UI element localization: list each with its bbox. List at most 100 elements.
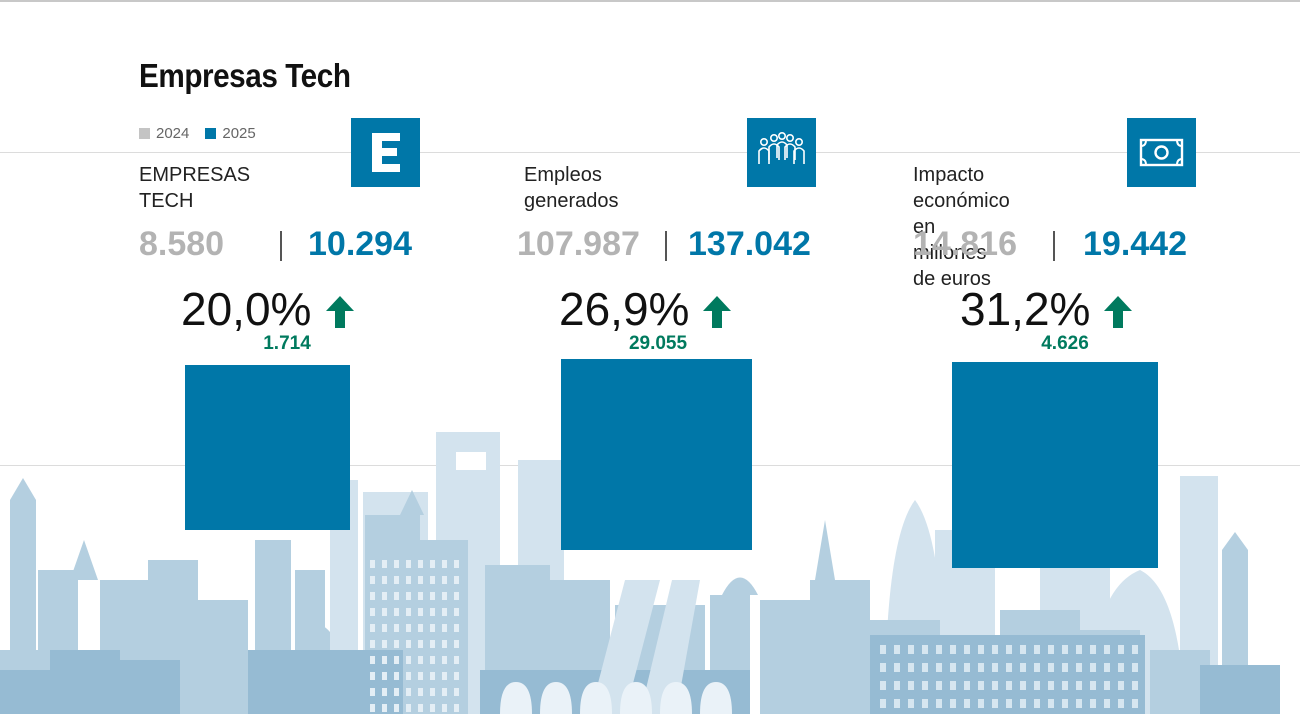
skyline-mid-building-13 xyxy=(760,600,810,714)
skyline-window xyxy=(1062,699,1068,708)
skyline-window xyxy=(454,672,459,680)
skyline-window xyxy=(394,640,399,648)
skyline-window xyxy=(964,645,970,654)
skyline-window xyxy=(880,681,886,690)
skyline-window xyxy=(964,663,970,672)
skyline-mid-building-4 xyxy=(198,600,248,714)
skyline-window xyxy=(430,576,435,584)
skyline-window xyxy=(1118,681,1124,690)
skyline-window xyxy=(394,688,399,696)
skyline-window xyxy=(1062,681,1068,690)
metric-label: Impacto económico en millones de euros xyxy=(913,164,1010,290)
skyline-bridge-arch-0 xyxy=(500,682,532,714)
skyline-window xyxy=(442,688,447,696)
skyline-window xyxy=(936,645,942,654)
skyline-window xyxy=(880,645,886,654)
divider-line-top xyxy=(0,152,1300,153)
change-percentage: 31,2% xyxy=(960,283,1091,335)
skyline-window xyxy=(1104,663,1110,672)
skyline-window xyxy=(406,656,411,664)
skyline-near-building-1 xyxy=(50,650,120,714)
skyline-window xyxy=(1062,645,1068,654)
skyline-window xyxy=(406,592,411,600)
skyline-window xyxy=(394,656,399,664)
skyline-window xyxy=(1020,663,1026,672)
skyline-window xyxy=(442,560,447,568)
skyline-window xyxy=(418,576,423,584)
skyline-window xyxy=(382,592,387,600)
skyline-window xyxy=(950,645,956,654)
metric-bar-1 xyxy=(184,365,350,530)
skyline-window xyxy=(922,645,928,654)
skyline-window xyxy=(430,688,435,696)
skyline-window xyxy=(406,576,411,584)
skyline-window xyxy=(370,640,375,648)
value-2025: 19.442 xyxy=(1083,225,1187,263)
skyline-window xyxy=(894,663,900,672)
skyline-window xyxy=(418,624,423,632)
skyline-near-building-3 xyxy=(248,650,403,714)
skyline-window xyxy=(1048,663,1054,672)
skyline-window xyxy=(382,672,387,680)
skyline-window xyxy=(454,640,459,648)
skyline-window xyxy=(406,688,411,696)
legend-label-2024: 2024 xyxy=(156,125,190,142)
skyline-window xyxy=(936,699,942,708)
value-2024: 8.580 xyxy=(139,225,225,263)
skyline-window xyxy=(1034,699,1040,708)
skyline-window xyxy=(382,704,387,712)
skyline-window xyxy=(1132,645,1138,654)
skyline-window xyxy=(454,624,459,632)
skyline-window xyxy=(382,608,387,616)
skyline-window xyxy=(370,608,375,616)
skyline-church-spire xyxy=(815,520,835,580)
skyline-lighthouse-right-top xyxy=(1222,532,1248,550)
value-2025: 10.294 xyxy=(308,225,412,263)
skyline-window xyxy=(992,681,998,690)
skyline-window xyxy=(1104,681,1110,690)
metric-icon-box xyxy=(351,118,420,187)
skyline-window xyxy=(418,640,423,648)
skyline-window xyxy=(1034,681,1040,690)
skyline-window xyxy=(418,688,423,696)
skyline-window xyxy=(922,681,928,690)
banknote-icon xyxy=(1139,138,1184,167)
skyline-window xyxy=(430,560,435,568)
skyline-clock-tower-top xyxy=(400,490,424,515)
legend-item-2024: 2024 xyxy=(139,125,189,142)
skyline-window xyxy=(406,608,411,616)
skyline-near-building-0 xyxy=(0,670,50,714)
skyline-window xyxy=(418,704,423,712)
skyline-dome xyxy=(722,577,758,595)
metric-icon-box xyxy=(1127,118,1196,187)
skyline-window xyxy=(992,663,998,672)
skyline-window xyxy=(880,663,886,672)
skyline-spire-left xyxy=(70,540,98,580)
skyline-window xyxy=(1006,699,1012,708)
skyline-window xyxy=(908,681,914,690)
people-group-icon xyxy=(758,132,805,164)
value-2025: 137.042 xyxy=(688,225,811,263)
skyline-window xyxy=(1118,699,1124,708)
skyline-window xyxy=(430,656,435,664)
skyline-window xyxy=(894,681,900,690)
skyline-window xyxy=(418,592,423,600)
change-delta: 29.055 xyxy=(628,333,688,354)
skyline-window xyxy=(992,645,998,654)
skyline-bridge-arch-4 xyxy=(660,682,692,714)
skyline-window xyxy=(1076,681,1082,690)
skyline-window xyxy=(964,699,970,708)
skyline-window xyxy=(370,576,375,584)
skyline-window xyxy=(382,560,387,568)
skyline-window xyxy=(1132,663,1138,672)
skyline-window xyxy=(1006,663,1012,672)
skyline-window xyxy=(1048,645,1054,654)
skyline-window xyxy=(418,656,423,664)
skyline-window xyxy=(406,624,411,632)
value-2024: 14.816 xyxy=(913,225,1017,263)
skyline-window xyxy=(978,663,984,672)
skyline-bridge-arch-1 xyxy=(540,682,572,714)
skyline-window xyxy=(454,608,459,616)
skyline-window xyxy=(1020,681,1026,690)
skyline-window xyxy=(950,663,956,672)
